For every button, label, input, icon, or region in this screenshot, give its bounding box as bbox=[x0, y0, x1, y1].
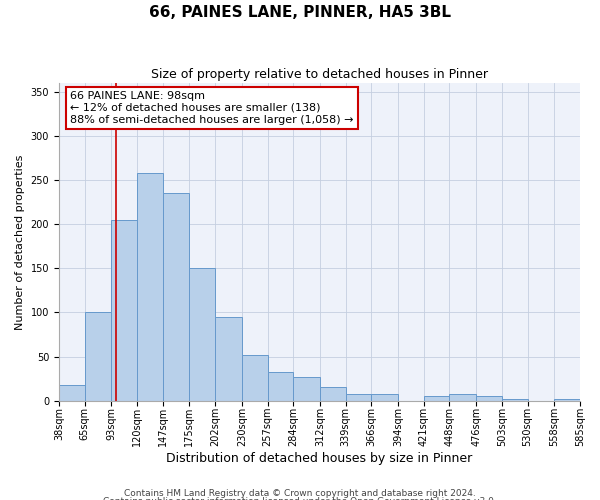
Bar bbox=[163, 194, 190, 400]
Y-axis label: Number of detached properties: Number of detached properties bbox=[15, 154, 25, 330]
Bar bbox=[85, 312, 111, 400]
Bar bbox=[320, 388, 346, 400]
Bar bbox=[268, 372, 293, 400]
X-axis label: Distribution of detached houses by size in Pinner: Distribution of detached houses by size … bbox=[166, 452, 473, 465]
Text: 66, PAINES LANE, PINNER, HA5 3BL: 66, PAINES LANE, PINNER, HA5 3BL bbox=[149, 5, 451, 20]
Bar bbox=[137, 173, 163, 400]
Title: Size of property relative to detached houses in Pinner: Size of property relative to detached ho… bbox=[151, 68, 488, 80]
Bar bbox=[242, 355, 268, 401]
Bar bbox=[59, 385, 85, 400]
Bar bbox=[215, 317, 242, 400]
Bar bbox=[190, 268, 215, 400]
Bar bbox=[293, 377, 320, 400]
Bar bbox=[449, 394, 476, 400]
Bar bbox=[371, 394, 398, 400]
Bar bbox=[111, 220, 137, 400]
Bar bbox=[424, 396, 449, 400]
Text: Contains HM Land Registry data © Crown copyright and database right 2024.: Contains HM Land Registry data © Crown c… bbox=[124, 488, 476, 498]
Bar bbox=[502, 399, 527, 400]
Bar bbox=[346, 394, 371, 400]
Text: Contains public sector information licensed under the Open Government Licence v3: Contains public sector information licen… bbox=[103, 497, 497, 500]
Text: 66 PAINES LANE: 98sqm
← 12% of detached houses are smaller (138)
88% of semi-det: 66 PAINES LANE: 98sqm ← 12% of detached … bbox=[70, 92, 353, 124]
Bar bbox=[554, 399, 580, 400]
Bar bbox=[476, 396, 502, 400]
